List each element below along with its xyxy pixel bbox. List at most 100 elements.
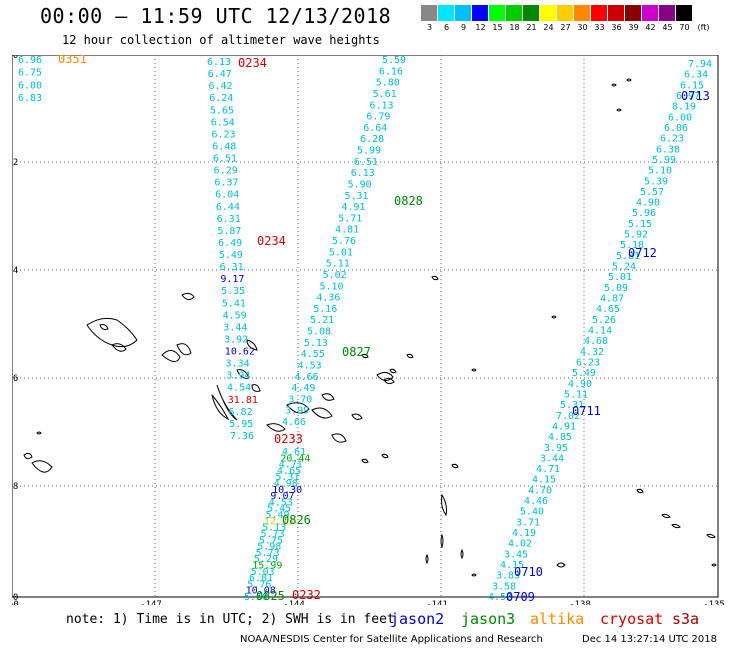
swh-value: 4.81	[335, 225, 359, 236]
swh-value: 6.24	[209, 93, 233, 104]
scale-swatch	[574, 5, 591, 21]
swh-value: 10.30	[272, 485, 302, 496]
swh-value: 4.71	[536, 464, 560, 475]
pass-label-0712: 0712	[628, 246, 657, 260]
swh-value: 6.13	[351, 168, 375, 179]
swh-value: 5.73	[261, 529, 285, 540]
scale-label: 36	[611, 23, 622, 32]
swh-value: 6.49	[218, 238, 242, 249]
scale-swatch	[506, 5, 523, 21]
scale-label: 18	[509, 23, 520, 32]
swh-value: 3.95	[544, 443, 568, 454]
scale-label: 39	[628, 23, 639, 32]
swh-value: 4.32	[580, 347, 604, 358]
swh-value: 5.11	[564, 389, 588, 400]
swh-value: 5.49	[265, 510, 289, 521]
swh-value: 6.81	[249, 573, 273, 584]
swh-value: 15.99	[252, 560, 282, 571]
swh-value: 3.92	[224, 334, 248, 345]
scale-label: 33	[594, 23, 605, 32]
altimeter-tracks: 6.966.756.006.836.136.476.426.245.656.54…	[18, 55, 712, 603]
swh-value: 20.44	[280, 453, 310, 464]
scale-swatch	[438, 5, 455, 21]
legend-s3a: s3a	[672, 610, 700, 628]
swh-value: 6.06	[664, 123, 688, 134]
swh-value: 4.46	[524, 496, 548, 507]
swh-value: 6.83	[18, 93, 42, 104]
swh-value: 5.49	[572, 368, 596, 379]
scale-label: 70	[679, 23, 690, 32]
swh-value: 5.01	[329, 247, 353, 258]
swh-value: 6.97	[676, 91, 700, 102]
swh-value: 5.81	[616, 251, 640, 262]
swh-value: 6.31	[220, 262, 244, 273]
swh-value: 5.31	[275, 472, 299, 483]
lon-tick-label: -138	[569, 600, 591, 605]
scale-label: 45	[662, 23, 673, 32]
swh-value: 5.73	[256, 548, 280, 559]
swh-value: 5.59	[382, 55, 406, 66]
swh-value: 6.51	[354, 157, 378, 168]
pass-label-0351: 0351	[58, 55, 87, 66]
swh-value: 5.76	[332, 236, 356, 247]
swh-value: 12.13	[264, 516, 294, 527]
swh-value: 4.61	[282, 447, 306, 458]
swh-value: 4.19	[512, 528, 536, 539]
swh-value: 5.02	[323, 270, 347, 281]
lat-tick-label: -12	[12, 158, 18, 168]
swh-value: 5.49	[219, 250, 243, 261]
swh-value: 4.90	[636, 198, 660, 209]
swh-value: 3.58	[492, 581, 516, 592]
swh-value: 5.11	[326, 259, 350, 270]
swh-value: 5.31	[345, 191, 369, 202]
scale-label: 6	[443, 23, 450, 32]
scale-label: 3	[426, 23, 433, 32]
swh-value: 5.29	[254, 554, 278, 565]
legend-altika: altika	[530, 610, 585, 628]
scale-label: 15	[492, 23, 503, 32]
swh-value: 3.44	[540, 453, 564, 464]
swh-value: 6.28	[360, 134, 384, 145]
swh-value: 6.13	[207, 57, 231, 68]
swh-value: 5.13	[262, 523, 286, 534]
swh-value: 6.23	[660, 134, 684, 145]
lon-tick-label: -135	[703, 600, 725, 605]
swh-value: 5.71	[338, 213, 362, 224]
swh-value: 4.98	[274, 479, 298, 490]
swh-value: 6.47	[208, 69, 232, 80]
swh-value: 4.91	[552, 421, 576, 432]
swh-value: 5.40	[520, 507, 544, 518]
swh-value: 5.39	[644, 176, 668, 187]
swh-value: 6.37	[214, 178, 238, 189]
swh-value: 5.75	[259, 535, 283, 546]
swh-value: 6.96	[18, 55, 42, 66]
swh-value: 5.65	[210, 105, 234, 116]
generated-timestamp: Dec 14 13:27:14 UTC 2018	[582, 634, 717, 645]
scale-swatch	[676, 5, 693, 21]
swh-value: 5.10	[648, 166, 672, 177]
lat-tick-label: -10	[12, 55, 18, 61]
swh-value: 5.16	[313, 304, 337, 315]
swh-value: 4.66	[282, 417, 306, 428]
swh-value: 6.79	[366, 112, 390, 123]
swh-value: 5.18	[620, 240, 644, 251]
swh-value: 4.65	[596, 304, 620, 315]
swh-value: 5.56	[244, 592, 268, 603]
pass-label-0234: 0234	[238, 56, 267, 70]
swh-value: 4.52	[488, 592, 512, 603]
scale-swatch	[625, 5, 642, 21]
swh-value: 5.21	[310, 315, 334, 326]
wave-height-color-scale	[421, 5, 693, 21]
map-frame	[12, 55, 719, 598]
pass-label-0827: 0827	[342, 345, 371, 359]
swh-value: 6.23	[211, 129, 235, 140]
swh-value: 3.45	[504, 549, 528, 560]
swh-value: 4.53	[298, 360, 322, 371]
swh-value: 6.51	[213, 154, 237, 165]
swh-value: 6.04	[215, 190, 239, 201]
units-note: note: 1) Time is in UTC; 2) SWH is in fe…	[66, 612, 395, 627]
pass-label-0826: 0826	[282, 513, 311, 527]
swh-value: 3.71	[516, 517, 540, 528]
swh-value: 5.57	[640, 187, 664, 198]
swh-value: 3.44	[223, 322, 247, 333]
